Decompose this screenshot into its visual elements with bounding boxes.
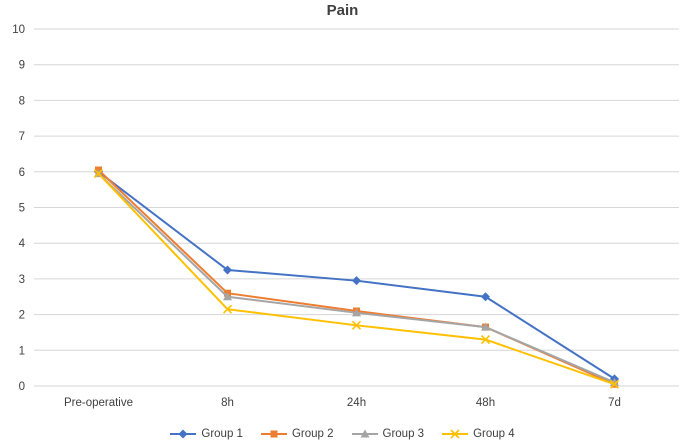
- x-marker: [450, 429, 460, 439]
- x-marker: [351, 320, 362, 330]
- x-marker: [609, 379, 620, 389]
- legend: Group 1 Group 2 Group 3 Group 4: [0, 428, 685, 440]
- y-tick-label: 1: [19, 345, 25, 357]
- legend-label: Group 2: [291, 428, 334, 440]
- y-tick-label: 2: [19, 310, 25, 322]
- y-tick-label: 5: [19, 203, 25, 215]
- x-tick-label: 8h: [221, 397, 234, 409]
- triangle-marker: [360, 429, 369, 438]
- y-tick-label: 8: [19, 95, 25, 107]
- y-tick-label: 6: [19, 167, 25, 179]
- diamond-legend-icon: [170, 429, 197, 439]
- diamond-marker: [223, 265, 232, 275]
- x-marker: [480, 335, 491, 345]
- legend-label: Group 3: [382, 428, 425, 440]
- x-legend-icon: [442, 429, 469, 439]
- diamond-marker: [481, 292, 490, 302]
- x-tick-label: 24h: [347, 397, 366, 409]
- triangle-marker: [223, 292, 232, 301]
- y-tick-label: 9: [19, 60, 25, 72]
- y-tick-label: 10: [12, 24, 25, 36]
- legend-label: Group 4: [473, 428, 515, 440]
- x-tick-label: Pre-operative: [64, 397, 133, 409]
- y-tick-label: 0: [19, 381, 25, 393]
- y-tick-label: 3: [19, 274, 25, 286]
- x-tick-label: 7d: [608, 397, 621, 409]
- y-tick-label: 7: [19, 131, 25, 143]
- square-marker: [270, 430, 278, 438]
- x-tick-label: 48h: [476, 397, 495, 409]
- legend-item-group-2: Group 2: [260, 428, 334, 440]
- legend-item-group-4: Group 4: [442, 428, 515, 440]
- triangle-legend-icon: [351, 429, 378, 438]
- series-line-group-1: [97, 170, 616, 380]
- triangle-marker: [352, 308, 361, 317]
- legend-item-group-1: Group 1: [170, 428, 243, 440]
- x-marker: [93, 169, 104, 179]
- legend-label: Group 1: [201, 428, 243, 440]
- chart-title: Pain: [326, 2, 359, 19]
- triangle-marker: [481, 322, 490, 331]
- diamond-marker: [352, 276, 361, 286]
- diamond-marker: [178, 429, 188, 439]
- x-marker: [222, 304, 233, 314]
- plot-area: 0 1 2 3 4 5 6 7 8 9 10 Pre-operative 8h 24h 48h 7d: [12, 24, 679, 409]
- square-legend-icon: [260, 430, 287, 438]
- y-tick-label: 4: [19, 238, 26, 250]
- legend-item-group-3: Group 3: [351, 428, 425, 440]
